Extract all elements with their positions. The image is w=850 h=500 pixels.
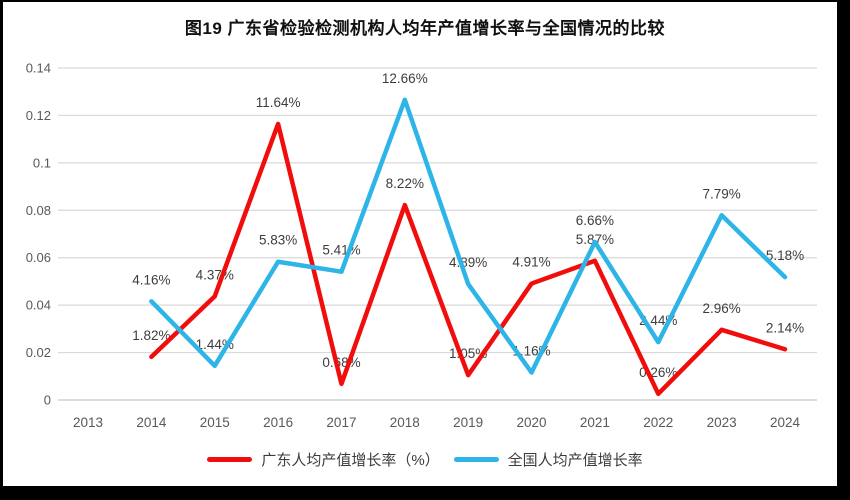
series-line-1[interactable] bbox=[149, 97, 788, 375]
data-label: 6.66% bbox=[576, 213, 614, 228]
x-axis-tick-label: 2015 bbox=[200, 415, 230, 430]
data-label: 5.87% bbox=[576, 232, 614, 247]
data-label: 7.79% bbox=[702, 186, 740, 201]
x-axis-tick-label: 2020 bbox=[517, 415, 547, 430]
legend: 广东人均产值增长率（%） 全国人均产值增长率 bbox=[0, 449, 850, 470]
data-label: 5.41% bbox=[322, 243, 360, 258]
y-axis-tick-label: 0.02 bbox=[26, 345, 51, 360]
x-axis-tick-label: 2019 bbox=[453, 415, 483, 430]
national-series-swatch bbox=[453, 457, 499, 462]
x-axis-tick-label: 2024 bbox=[770, 415, 801, 430]
data-label: 4.37% bbox=[196, 267, 234, 282]
data-label: 5.83% bbox=[259, 233, 297, 248]
frame-border-right bbox=[837, 0, 850, 500]
x-axis-tick-label: 2021 bbox=[580, 415, 610, 430]
data-label: 11.64% bbox=[256, 95, 301, 110]
x-axis-tick-label: 2018 bbox=[390, 415, 420, 430]
data-label: 12.66% bbox=[382, 71, 428, 86]
data-label: 2.96% bbox=[702, 301, 740, 316]
data-label: 4.91% bbox=[512, 255, 550, 270]
y-axis-tick-label: 0.04 bbox=[26, 298, 51, 313]
data-label: 1.82% bbox=[132, 328, 170, 343]
legend-item-national[interactable]: 全国人均产值增长率 bbox=[453, 449, 643, 470]
x-axis-tick-label: 2022 bbox=[643, 415, 673, 430]
x-axis-tick-label: 2016 bbox=[263, 415, 293, 430]
y-axis-tick-label: 0.1 bbox=[33, 155, 51, 170]
y-axis-tick-label: 0 bbox=[44, 393, 51, 408]
data-label: 5.18% bbox=[766, 248, 804, 263]
guangdong-series-label: 广东人均产值增长率（%） bbox=[261, 452, 440, 469]
data-label: 4.16% bbox=[132, 272, 170, 287]
legend-item-guangdong[interactable]: 广东人均产值增长率（%） bbox=[207, 449, 440, 470]
data-label: 4.89% bbox=[449, 255, 487, 270]
chart-title: 图19 广东省检验检测机构人均年产值增长率与全国情况的比较 bbox=[184, 19, 666, 38]
y-axis-tick-label: 0.14 bbox=[26, 61, 51, 76]
frame-border-bottom bbox=[0, 486, 850, 500]
y-axis-tick-label: 0.08 bbox=[26, 203, 51, 218]
y-axis-tick-label: 0.12 bbox=[26, 108, 51, 123]
y-axis-tick-label: 0.06 bbox=[26, 250, 51, 265]
national-series-label: 全国人均产值增长率 bbox=[507, 452, 643, 469]
x-axis-tick-label: 2017 bbox=[326, 415, 356, 430]
data-label: 8.22% bbox=[386, 176, 424, 191]
frame-border-top bbox=[0, 0, 850, 2]
x-axis-tick-label: 2014 bbox=[136, 415, 167, 430]
data-label: 0.68% bbox=[322, 355, 360, 370]
x-axis-tick-label: 2023 bbox=[707, 415, 737, 430]
series-line-0[interactable] bbox=[149, 121, 788, 397]
x-axis-tick-label: 2013 bbox=[73, 415, 103, 430]
guangdong-series-swatch bbox=[207, 457, 253, 462]
data-label: 2.14% bbox=[766, 320, 804, 335]
frame-border-left bbox=[0, 0, 3, 500]
